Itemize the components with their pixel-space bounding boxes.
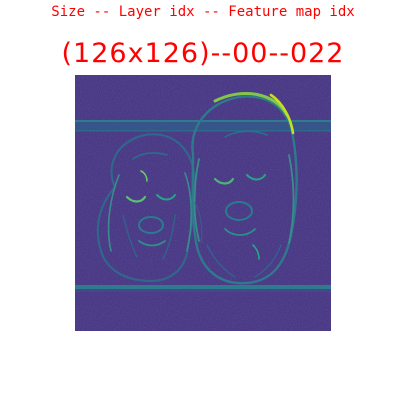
highlight-edges <box>140 170 260 260</box>
feature-map-image <box>75 75 331 331</box>
header-caption: Size -- Layer idx -- Feature map idx <box>51 4 355 20</box>
ledge-band-bottom <box>75 285 331 289</box>
right-puppy-edges <box>191 92 298 285</box>
ledge-band-top <box>75 121 331 130</box>
left-puppy-edges <box>96 133 197 283</box>
feature-map-label: (126x126)--00--022 <box>61 38 345 69</box>
